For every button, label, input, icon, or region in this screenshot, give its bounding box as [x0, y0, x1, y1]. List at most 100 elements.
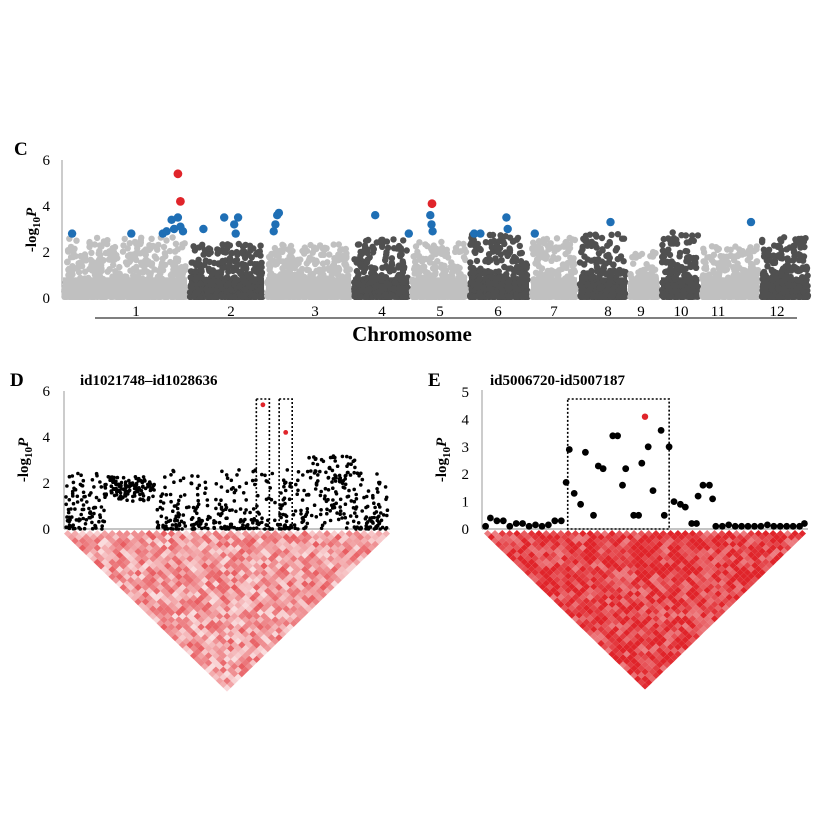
panel-c-snp-point: [438, 271, 446, 279]
panel-c-snp-point: [114, 272, 121, 280]
panel-c-snp-point: [560, 261, 567, 268]
panel-c-snp-point: [723, 253, 730, 260]
panel-c-ylabel: -log10P: [24, 207, 43, 252]
panel-c-snp-point: [351, 256, 358, 263]
panel-c-snp-point: [192, 276, 199, 283]
panel-c-snp-point: [192, 268, 199, 275]
panel-c-snp-point: [786, 276, 794, 283]
panel-c-snp-point: [412, 243, 420, 250]
panel-c-snp-point: [324, 282, 332, 290]
panel-c-snp-point: [707, 285, 715, 293]
panel-c-snp-point: [251, 293, 258, 300]
panel-c-snp-point: [761, 278, 769, 285]
panel-c-snp-point: [400, 237, 407, 244]
panel-c-snp-point: [739, 251, 746, 258]
panel-c-snp-point: [476, 275, 483, 283]
panel-c-snp-point: [161, 250, 169, 257]
panel-c-snp-point: [123, 273, 130, 280]
panel-c-significant-point: [606, 217, 615, 227]
panel-c-snp-point: [548, 267, 555, 274]
panel-c-snp-point: [668, 293, 675, 300]
panel-c-snp-point: [139, 261, 147, 269]
panel-c-snp-point: [610, 290, 617, 298]
panel-c-snp-point: [323, 245, 330, 252]
panel-c-snp-point: [555, 255, 562, 262]
panel-c-snp-point: [584, 256, 591, 263]
panel-c-snp-point: [235, 240, 242, 248]
panel-c-snp-point: [77, 274, 84, 282]
panel-c-snp-point: [616, 293, 623, 300]
panel-c-snp-point: [88, 262, 95, 269]
panel-c-snp-point: [449, 265, 456, 273]
panel-c-snp-point: [416, 280, 423, 287]
panel-c-snp-point: [171, 286, 178, 293]
panel-c-snp-point: [671, 237, 678, 244]
panel-c-snp-point: [682, 271, 689, 278]
panel-c-snp-point: [620, 235, 628, 242]
panel-c-snp-point: [570, 255, 577, 262]
panel-c-snp-point: [293, 284, 301, 292]
panel-c-snp-point: [771, 259, 779, 266]
panel-c-snp-point: [746, 252, 754, 259]
panel-c-snp-point: [328, 288, 335, 296]
panel-c-snp-point: [498, 281, 505, 289]
panel-c-snp-point: [205, 245, 212, 252]
panel-c-snp-point: [304, 285, 311, 292]
panel-c-snp-point: [495, 268, 502, 275]
panel-c-snp-point: [97, 266, 104, 274]
panel-c-chromosome-label: 12: [770, 304, 785, 320]
panel-c-significant-point: [404, 229, 413, 238]
panel-c-snp-point: [469, 264, 477, 272]
panel-c-snp-point: [147, 291, 155, 299]
panel-c-snp-point: [105, 256, 113, 263]
panel-c-snp-point: [775, 252, 782, 259]
panel-c-snp-point: [780, 234, 788, 241]
panel-c-snp-point: [326, 251, 333, 258]
panel-c-snp-point: [127, 251, 134, 258]
panel-c-snp-point: [265, 292, 273, 299]
panel-c-snp-point: [442, 248, 449, 255]
panel-c-snp-point: [566, 234, 573, 242]
panel-c-snp-point: [182, 263, 189, 270]
panel-c-snp-point: [642, 281, 649, 288]
panel-c-snp-point: [351, 278, 358, 286]
panel-c-snp-point: [238, 268, 245, 275]
panel-c-snp-point: [671, 287, 679, 294]
panel-c-snp-point: [288, 271, 295, 278]
panel-c-snp-point: [363, 274, 370, 282]
panel-c-snp-point: [361, 242, 369, 249]
panel-c-snp-point: [661, 291, 668, 298]
panel-c-snp-point: [530, 239, 537, 246]
panel-c-snp-point: [331, 266, 338, 274]
panel-c-snp-point: [141, 248, 148, 255]
panel-c-snp-point: [730, 264, 737, 271]
panel-c-snp-point: [306, 256, 313, 263]
panel-c-chromosome-label: 5: [436, 304, 444, 320]
panel-c-snp-point: [82, 292, 89, 299]
panel-c-snp-point: [275, 293, 282, 300]
panel-c-snp-point: [612, 247, 619, 254]
panel-c-snp-point: [287, 242, 295, 250]
panel-c-snp-point: [794, 277, 802, 284]
panel-c-significant-point: [271, 220, 280, 229]
panel-c-snp-point: [205, 265, 212, 272]
panel-c-snp-point: [380, 274, 387, 281]
panel-c-snp-point: [769, 282, 776, 290]
panel-c-snp-point: [501, 273, 509, 281]
panel-c-snp-point: [547, 273, 554, 280]
panel-c-snp-point: [233, 248, 240, 256]
panel-c-snp-point: [126, 291, 133, 299]
panel-c-snp-point: [74, 281, 81, 288]
panel-c-snp-point: [516, 242, 523, 250]
panel-c-snp-point: [555, 288, 562, 295]
panel-c-snp-point: [797, 251, 804, 259]
panel-c-snp-point: [268, 250, 275, 258]
panel-c-snp-point: [256, 265, 263, 272]
panel-c-snp-point: [444, 254, 452, 261]
panel-c-snp-point: [81, 268, 89, 275]
panel-c-significant-point: [231, 229, 240, 238]
panel-c-snp-point: [765, 247, 772, 254]
panel-c-snp-point: [313, 258, 320, 266]
panel-c-snp-point: [319, 260, 327, 267]
panel-c-snp-point: [553, 235, 561, 242]
